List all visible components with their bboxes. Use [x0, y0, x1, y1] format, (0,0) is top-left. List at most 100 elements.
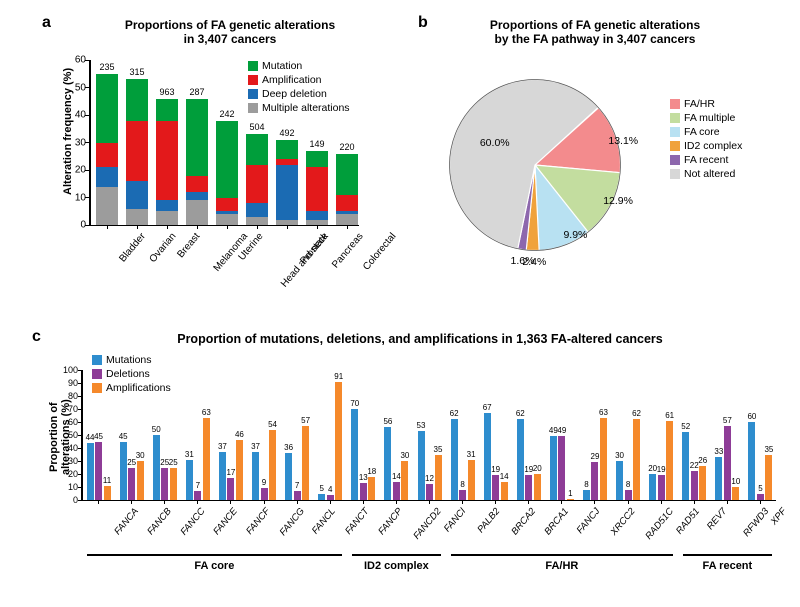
panel-a-bar: 149 [306, 151, 328, 225]
panel-c-xlabel: FANCB [145, 506, 174, 537]
panel-a-label: a [42, 14, 51, 32]
panel-a-ytick: 60 [66, 55, 86, 66]
panel-b-title: Proportions of FA genetic alterations by… [430, 18, 760, 46]
panel-c-bar [649, 474, 656, 500]
panel-c-bar [468, 460, 475, 500]
panel-c-xlabel: RAD51 [674, 506, 702, 537]
panel-c-bar [95, 442, 102, 501]
panel-a-legend: MutationAmplificationDeep deletionMultip… [248, 60, 350, 116]
panel-c-ytick: 20 [58, 469, 78, 479]
panel-c-bar [393, 482, 400, 500]
panel-c-bar [302, 426, 309, 500]
panel-a-bar: 492 [276, 140, 298, 225]
panel-c-xlabel: XPF [769, 506, 789, 527]
panel-c-legend-item: Deletions [92, 368, 171, 380]
panel-c-xlabel: FANCF [244, 506, 272, 537]
panel-a-xlabel: Ovarian [148, 231, 179, 265]
panel-a-bar: 504 [246, 134, 268, 225]
panel-c-bar [534, 474, 541, 500]
panel-c-bar [261, 488, 268, 500]
panel-c-bar [318, 494, 325, 501]
panel-c-bar [252, 452, 259, 500]
panel-a-bar: 963 [156, 99, 178, 226]
pie-slice-label: 1.6% [511, 255, 535, 267]
panel-c-ytick: 100 [58, 365, 78, 375]
panel-c-bar [459, 490, 466, 500]
panel-c-bar [583, 490, 590, 500]
panel-c-ytick: 40 [58, 443, 78, 453]
panel-b-label: b [418, 14, 428, 32]
panel-c-bar [699, 466, 706, 500]
panel-c-xlabel: REV7 [705, 506, 729, 532]
panel-a-ytick: 0 [66, 220, 86, 231]
panel-c-xlabel: FANCT [343, 506, 371, 537]
pie-slice-label: 13.1% [608, 135, 638, 147]
panel-a-ytick: 40 [66, 110, 86, 121]
panel-c-bar [236, 440, 243, 500]
panel-c-xlabel: FANCP [377, 506, 406, 537]
panel-c-bar [567, 499, 574, 500]
panel-c-ytick: 50 [58, 430, 78, 440]
panel-c-bar [517, 419, 524, 500]
panel-a-ytick: 30 [66, 137, 86, 148]
panel-c-bar [691, 471, 698, 500]
panel-c-title: Proportion of mutations, deletions, and … [140, 332, 700, 346]
panel-b-legend-item: FA core [670, 126, 742, 138]
panel-c-bar [170, 468, 177, 501]
panel-c-bar [285, 453, 292, 500]
panel-c-bar [724, 426, 731, 500]
panel-c-xlabel: BRCA1 [542, 506, 571, 537]
panel-c-bar [591, 462, 598, 500]
panel-c-bar [401, 461, 408, 500]
panel-c-bar [658, 475, 665, 500]
panel-c-bar [227, 478, 234, 500]
panel-a-title: Proportions of FA genetic alterations in… [85, 18, 375, 46]
panel-c-xlabel: FANCL [310, 506, 338, 536]
panel-c-bar [87, 443, 94, 500]
panel-a-xlabel: Colorectal [361, 231, 398, 273]
panel-c-ytick: 60 [58, 417, 78, 427]
panel-c-ytick: 10 [58, 482, 78, 492]
panel-c-bar [137, 461, 144, 500]
panel-a-xlabel: Breast [175, 231, 202, 260]
panel-c-bar [269, 430, 276, 500]
panel-c-bar [194, 491, 201, 500]
panel-c-xlabel: FANCC [178, 506, 207, 538]
panel-c-bar [633, 419, 640, 500]
panel-a-legend-item: Deep deletion [248, 88, 350, 100]
panel-c-legend-item: Mutations [92, 354, 171, 366]
panel-a-bar: 287 [186, 99, 208, 226]
panel-c-xlabel: FANCE [211, 506, 240, 537]
panel-c-bar [351, 409, 358, 500]
panel-b-legend-item: FA/HR [670, 98, 742, 110]
panel-c-bar [203, 418, 210, 500]
panel-a-ytick: 50 [66, 82, 86, 93]
panel-c-ytick: 90 [58, 378, 78, 388]
panel-a-legend-item: Mutation [248, 60, 350, 72]
panel-c-bar [384, 427, 391, 500]
panel-c-bar [120, 442, 127, 501]
panel-a-xlabel: Prostate [298, 231, 330, 267]
panel-a-bar: 315 [126, 79, 148, 225]
panel-c-ytick: 30 [58, 456, 78, 466]
panel-c-xlabel: PALB2 [475, 506, 502, 535]
panel-b-legend-item: FA recent [670, 154, 742, 166]
panel-c-bar [128, 468, 135, 501]
panel-a-xlabel: Bladder [117, 231, 148, 264]
panel-a-ytick: 20 [66, 165, 86, 176]
panel-b-legend-item: Not altered [670, 168, 742, 180]
panel-b-legend-item: ID2 complex [670, 140, 742, 152]
panel-c-bar [435, 455, 442, 501]
panel-c-xlabel: FANCI [441, 506, 467, 534]
panel-b-legend-item: FA multiple [670, 112, 742, 124]
panel-c-xlabel: RAD51C [643, 506, 676, 542]
panel-c-label: c [32, 328, 41, 346]
panel-c-ytick: 80 [58, 391, 78, 401]
panel-c-ytick: 0 [58, 495, 78, 505]
panel-c-bar [368, 477, 375, 500]
pie-slice-label: 12.9% [603, 195, 633, 207]
panel-c-bar [104, 486, 111, 500]
panel-a-bar: 242 [216, 121, 238, 226]
panel-c-bar [186, 460, 193, 500]
panel-c-xlabel: RFWD3 [741, 506, 771, 539]
